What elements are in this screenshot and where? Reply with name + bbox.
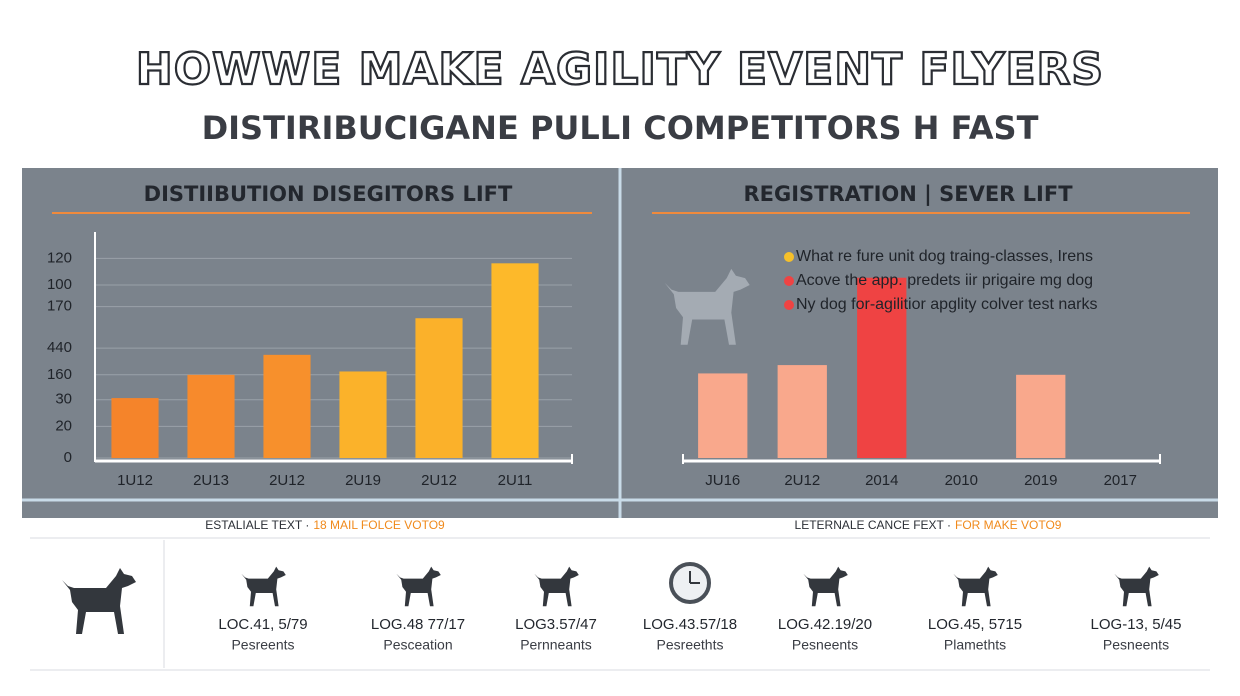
stat-label: LOG-13, 5/45 <box>1091 616 1182 633</box>
x-tick-label: 2U12 <box>269 472 305 489</box>
caption: ESTALIALE TEXT · 18 MAIL FOLCE VOTO9 <box>205 518 445 532</box>
bar <box>857 277 907 458</box>
bar <box>111 398 159 458</box>
x-tick-label: 2017 <box>1104 472 1137 489</box>
caption-text: ESTALIALE TEXT · <box>205 518 309 532</box>
dog-icon <box>534 566 579 607</box>
stat-label: LOG.48 77/17 <box>371 616 465 633</box>
x-tick-label: 2U19 <box>345 472 381 489</box>
page-subtitle: DISTIRIBUCIGANE PULLI COMPETITORS Η FAST <box>202 109 1039 147</box>
note-bullet <box>784 300 794 310</box>
stat-label: LOG.45, 5715 <box>928 616 1022 633</box>
x-tick-label: 2010 <box>945 472 978 489</box>
stat-sub: Plamethts <box>944 637 1006 653</box>
stat-sub: Pesneents <box>1103 637 1169 653</box>
note-text: Acove the app. predets iir prigaire mg d… <box>796 272 1093 289</box>
stat-sub: Pesceation <box>383 637 452 653</box>
dog-icon <box>953 566 998 607</box>
y-tick-label: 170 <box>47 298 72 315</box>
bar <box>1016 374 1066 458</box>
panel-title: DISTIIBUTION DISEGITORS LIFT <box>144 182 513 206</box>
caption-highlight: FOR MAKE VOTO9 <box>955 518 1062 532</box>
stat-label: LOG3.57/47 <box>515 616 597 633</box>
stat-sub: Pernneants <box>520 637 592 653</box>
x-tick-label: 1U12 <box>117 472 153 489</box>
bar <box>491 263 539 458</box>
panel-title: REGISTRATION | SEVER LIFT <box>743 182 1073 207</box>
dog-icon <box>62 568 136 634</box>
y-tick-label: 100 <box>47 276 72 293</box>
dog-icon <box>803 566 848 607</box>
stat-sub: Pesreethts <box>657 637 724 653</box>
caption-text: LETERNALE CANCE FEXT · <box>795 518 951 532</box>
note-text: Ny dog for-agilitior apglity colver test… <box>796 296 1097 313</box>
y-tick-label: 120 <box>47 249 72 266</box>
x-tick-label: JU16 <box>705 472 740 489</box>
x-tick-label: 2U12 <box>421 472 457 489</box>
y-tick-label: 30 <box>55 391 72 408</box>
page-title: HOWWE MAKE AGILITY EVENT FLYERS <box>136 44 1104 95</box>
x-tick-label: 2019 <box>1024 472 1057 489</box>
x-tick-label: 2U12 <box>784 472 820 489</box>
dog-icon <box>241 566 286 607</box>
stat-sub: Pesneents <box>792 637 858 653</box>
note-text: What re fure unit dog traing-classes, Ir… <box>796 248 1093 265</box>
stat-label: LOG.43.57/18 <box>643 616 737 633</box>
bar <box>415 318 463 458</box>
x-tick-label: 2U11 <box>498 472 533 489</box>
bar <box>777 365 827 458</box>
note-bullet <box>784 252 794 262</box>
y-tick-label: 20 <box>55 417 72 434</box>
bar <box>187 374 235 458</box>
y-tick-label: 0 <box>64 449 72 466</box>
caption-highlight: 18 MAIL FOLCE VOTO9 <box>313 518 445 532</box>
note-bullet <box>784 276 794 286</box>
stat-label: LOG.42.19/20 <box>778 616 872 633</box>
stats-row: LOC.41, 5/79 Pesreents LOG.48 77/17 Pesceat… <box>218 562 1182 653</box>
y-tick-label: 440 <box>47 339 72 356</box>
stat-label: LOC.41, 5/79 <box>218 616 307 633</box>
x-tick-label: 2U13 <box>193 472 229 489</box>
caption: LETERNALE CANCE FEXT · FOR MAKE VOTO9 <box>795 518 1062 532</box>
bar <box>339 371 387 458</box>
dog-icon <box>1114 566 1159 607</box>
bar <box>698 373 748 458</box>
bar <box>263 354 311 458</box>
stat-sub: Pesreents <box>231 637 294 653</box>
dog-icon <box>396 566 441 607</box>
y-tick-label: 160 <box>47 366 72 383</box>
x-tick-label: 2014 <box>865 472 898 489</box>
